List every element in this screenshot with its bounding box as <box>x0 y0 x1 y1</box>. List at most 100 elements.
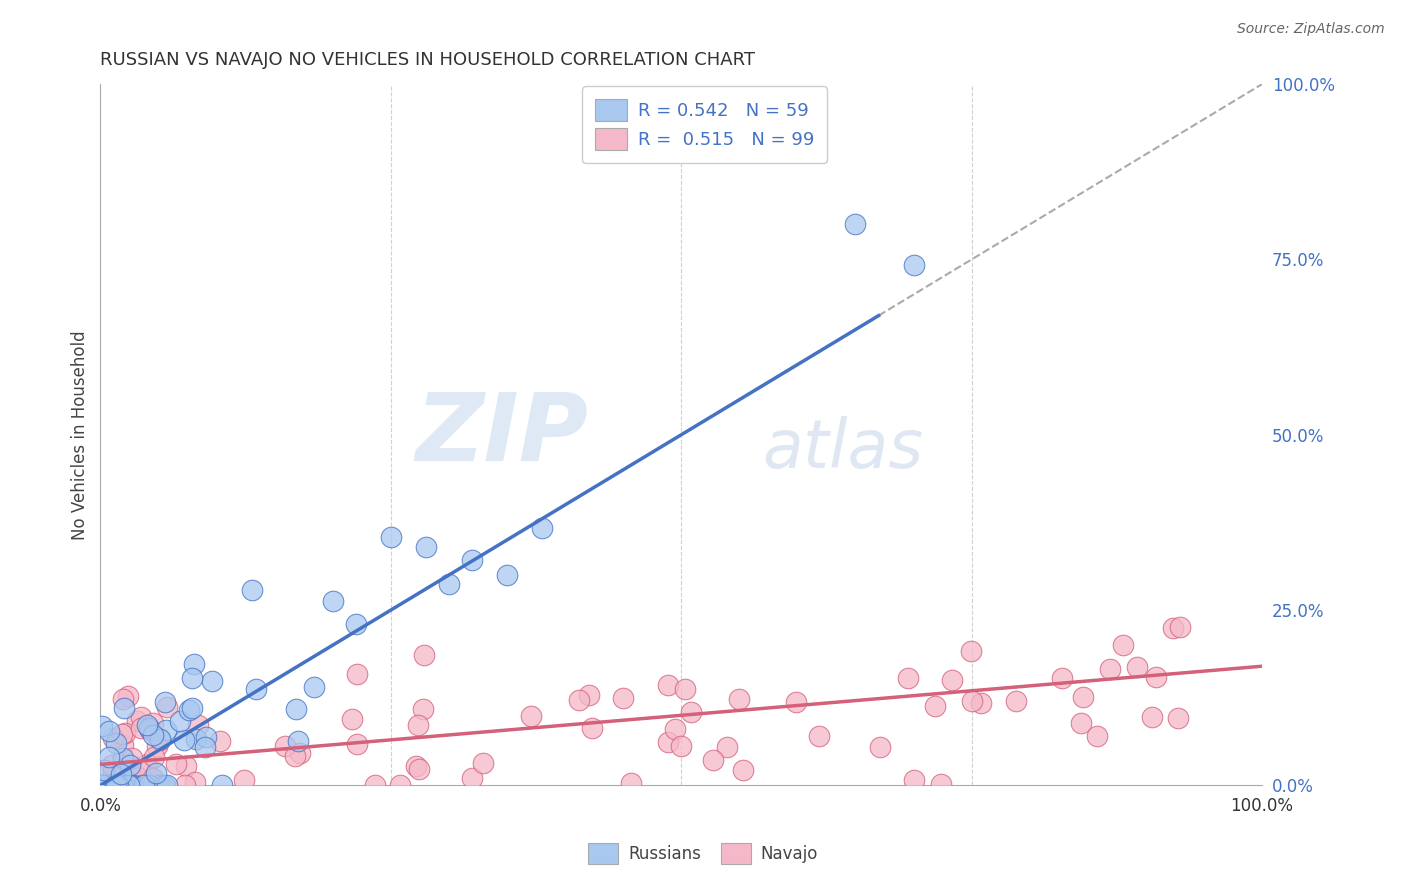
Point <box>166 757 188 772</box>
Point <box>114 726 136 740</box>
Point <box>716 739 738 754</box>
Point <box>929 777 952 791</box>
Point <box>304 680 326 694</box>
Point <box>496 567 519 582</box>
Point <box>657 678 679 692</box>
Point <box>120 758 142 772</box>
Point <box>134 779 156 793</box>
Point <box>344 617 367 632</box>
Point <box>405 759 427 773</box>
Point <box>194 731 217 745</box>
Point <box>1099 662 1122 676</box>
Point <box>1085 729 1108 743</box>
Point <box>142 773 165 788</box>
Point <box>117 689 139 703</box>
Point <box>578 688 600 702</box>
Point <box>664 722 686 736</box>
Point <box>110 779 132 793</box>
Point <box>152 779 174 793</box>
Point <box>924 699 946 714</box>
Point <box>472 756 495 771</box>
Point <box>110 766 132 780</box>
Point <box>187 718 209 732</box>
Point <box>139 723 162 738</box>
Point <box>138 779 160 793</box>
Point <box>111 779 134 793</box>
Point <box>869 739 891 754</box>
Point <box>112 701 135 715</box>
Point <box>136 756 159 771</box>
Point <box>960 644 983 658</box>
Point <box>135 717 157 731</box>
Point <box>728 691 751 706</box>
Point <box>612 690 634 705</box>
Point <box>174 758 197 772</box>
Point <box>173 732 195 747</box>
Point <box>673 681 696 696</box>
Point <box>148 779 170 793</box>
Text: RUSSIAN VS NAVAJO NO VEHICLES IN HOUSEHOLD CORRELATION CHART: RUSSIAN VS NAVAJO NO VEHICLES IN HOUSEHO… <box>100 51 755 69</box>
Point <box>903 258 925 272</box>
Point <box>702 752 724 766</box>
Point <box>211 779 233 793</box>
Point <box>91 719 114 733</box>
Point <box>129 721 152 735</box>
Point <box>388 779 411 793</box>
Point <box>138 722 160 736</box>
Point <box>104 778 127 792</box>
Point <box>111 751 134 765</box>
Point <box>1144 670 1167 684</box>
Point <box>903 772 925 787</box>
Point <box>118 779 141 793</box>
Point <box>104 736 127 750</box>
Point <box>941 673 963 688</box>
Point <box>169 714 191 729</box>
Point <box>174 779 197 793</box>
Point <box>844 218 866 232</box>
Point <box>519 709 541 723</box>
Point <box>581 721 603 735</box>
Point <box>91 779 114 793</box>
Point <box>103 731 125 745</box>
Point <box>142 771 165 785</box>
Point <box>681 706 703 720</box>
Point <box>960 694 983 708</box>
Point <box>785 695 807 709</box>
Point <box>970 696 993 710</box>
Point <box>111 779 134 793</box>
Point <box>412 702 434 716</box>
Point <box>121 751 143 765</box>
Point <box>208 733 231 747</box>
Point <box>91 779 114 793</box>
Point <box>129 710 152 724</box>
Point <box>183 657 205 672</box>
Point <box>620 775 643 789</box>
Text: ZIP: ZIP <box>415 389 588 481</box>
Legend: Russians, Navajo: Russians, Navajo <box>581 837 825 871</box>
Point <box>127 714 149 728</box>
Point <box>104 779 127 793</box>
Point <box>194 739 217 754</box>
Point <box>380 529 402 543</box>
Point <box>117 779 139 793</box>
Point <box>346 737 368 751</box>
Point <box>107 779 129 793</box>
Point <box>460 771 482 785</box>
Point <box>1071 690 1094 704</box>
Point <box>101 765 124 780</box>
Point <box>1140 710 1163 724</box>
Point <box>181 701 204 715</box>
Point <box>1112 638 1135 652</box>
Point <box>122 779 145 793</box>
Legend: R = 0.542   N = 59, R =  0.515   N = 99: R = 0.542 N = 59, R = 0.515 N = 99 <box>582 87 827 162</box>
Text: Source: ZipAtlas.com: Source: ZipAtlas.com <box>1237 22 1385 37</box>
Point <box>364 779 387 793</box>
Point <box>415 540 437 554</box>
Point <box>461 552 484 566</box>
Point <box>101 758 124 772</box>
Point <box>530 521 553 535</box>
Point <box>148 732 170 747</box>
Point <box>1050 671 1073 685</box>
Point <box>181 671 204 685</box>
Point <box>120 779 142 793</box>
